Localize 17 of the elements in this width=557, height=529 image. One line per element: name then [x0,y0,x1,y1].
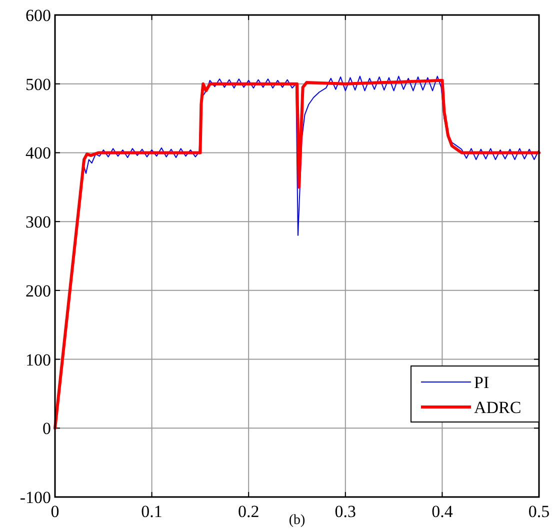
y-tick-label: 300 [26,212,51,232]
x-tick-label: 0.5 [528,502,550,521]
legend-label: PI [474,373,490,392]
legend-label: ADRC [474,398,522,417]
text: (b) [288,513,306,528]
y-tick-label: 200 [26,281,51,300]
y-tick-label: -100 [20,488,51,507]
x-tick-label: 0.3 [334,502,356,521]
y-tick-label: 0 [42,419,51,438]
y-tick-label: 100 [26,350,51,370]
x-tick-label: 0.1 [141,502,162,521]
y-tick-label: 600 [26,6,51,25]
x-tick-label: 0.4 [432,502,454,521]
line-series [54,78,540,430]
y-tick-label: 400 [26,144,51,163]
x-tick-label: 0.2 [238,502,260,521]
y-tick-label: 500 [26,74,51,94]
